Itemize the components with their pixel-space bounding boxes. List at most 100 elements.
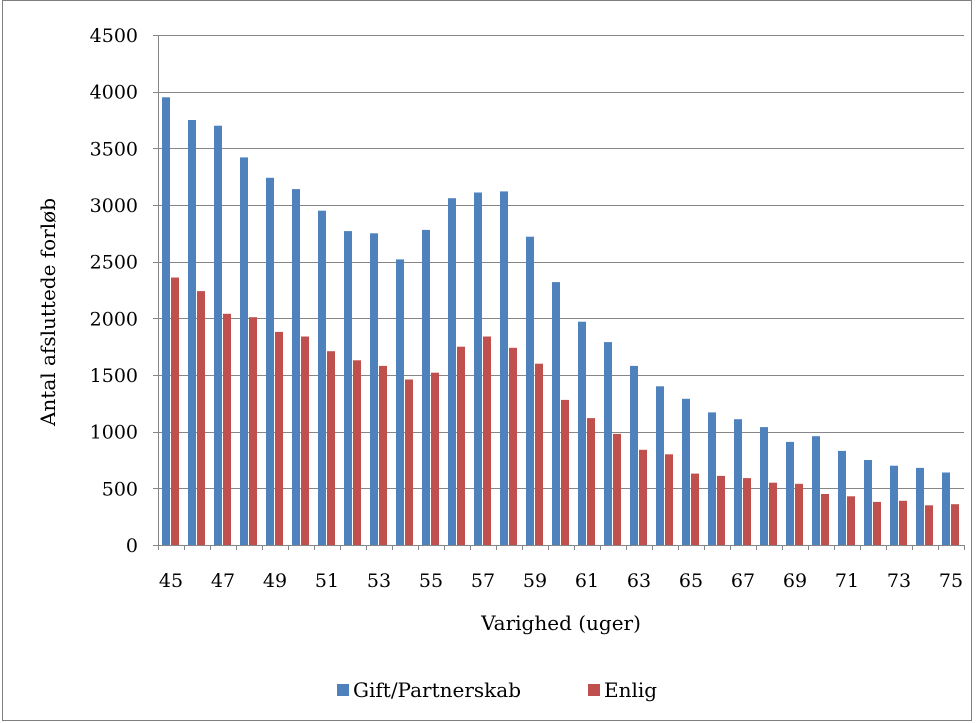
x-tick-label: 55 [419,570,443,592]
bar-enlig [743,478,751,545]
y-tick-label: 2000 [90,308,138,330]
legend-label-gift: Gift/Partnerskab [353,678,521,702]
y-axis-title: Antal afsluttede forløb [36,198,60,427]
bar-gift [266,177,274,546]
bar-gift [474,192,482,545]
axes [153,35,965,550]
legend-swatch-gift [337,684,349,696]
bar-gift [708,412,716,545]
y-tick-label: 1500 [90,365,138,387]
x-tick-label: 47 [211,570,235,592]
legend-swatch-enlig [588,684,600,696]
bar-enlig [197,291,205,545]
y-tick-label: 4000 [90,82,138,104]
bar-gift [422,229,430,545]
bar-gift [448,198,456,545]
bars [162,97,959,546]
y-tick-label: 3500 [90,138,138,160]
bar-gift [240,157,248,545]
bar-enlig [587,418,595,545]
x-axis-title: Varighed (uger) [480,611,641,635]
bar-gift [942,472,950,545]
y-tick-label: 4500 [90,25,138,47]
bar-gift [292,189,300,545]
bar-enlig [821,494,829,545]
bar-gift [552,282,560,545]
legend-label-enlig: Enlig [604,678,657,702]
x-tick-label: 69 [783,570,807,592]
bar-enlig [795,483,803,545]
bar-enlig [353,360,361,545]
bar-gift [916,467,924,545]
x-tick-label: 73 [887,570,911,592]
x-tick-label: 71 [835,570,859,592]
bar-gift [630,365,638,545]
bar-enlig [639,449,647,545]
bar-gift [656,386,664,545]
bar-enlig [691,473,699,545]
y-tick-label: 2500 [90,252,138,274]
legend: Gift/Partnerskab Enlig [337,678,657,702]
bar-enlig [171,277,179,545]
bar-gift [734,419,742,545]
bar-gift [578,321,586,545]
y-tick-label: 3000 [90,195,138,217]
bar-gift [214,125,222,545]
y-tick-label: 0 [126,535,138,557]
x-tick-label: 53 [367,570,391,592]
bar-gift [786,441,794,545]
y-tick-label: 1000 [90,422,138,444]
x-tick-label: 49 [263,570,287,592]
bar-enlig [379,365,387,545]
bar-enlig [665,454,673,545]
bar-gift [188,120,196,545]
bar-enlig [301,336,309,545]
bar-gift [812,436,820,545]
x-tick-label: 67 [731,570,755,592]
bar-enlig [223,313,231,545]
bar-enlig [275,331,283,545]
bar-enlig [457,346,465,545]
bar-enlig [405,379,413,545]
bar-gift [162,97,170,546]
bar-enlig [925,505,933,545]
y-tick-label: 500 [102,478,138,500]
bar-gift [760,427,768,545]
x-tick-label: 63 [627,570,651,592]
bar-enlig [769,482,777,545]
bar-gift [318,210,326,545]
bar-gift [526,236,534,545]
bar-gift [344,231,352,545]
bar-enlig [327,351,335,545]
x-tick-label: 75 [939,570,963,592]
bar-enlig [847,496,855,545]
x-tick-label: 61 [575,570,599,592]
x-tick-label: 65 [679,570,703,592]
bar-gift [682,398,690,545]
bar-enlig [431,372,439,545]
bar-enlig [249,317,257,545]
x-tick-label: 59 [523,570,547,592]
y-tick-labels: 0 500 1000 1500 2000 2500 3000 3500 4000 4500 [90,25,138,557]
bar-enlig [899,500,907,545]
bar-gift [838,450,846,545]
bar-enlig [613,433,621,545]
bar-gift [890,465,898,545]
x-tick-label: 45 [159,570,183,592]
bar-gift [604,342,612,545]
bar-enlig [509,347,517,545]
bar-gift [396,259,404,545]
bar-enlig [561,399,569,545]
bar-enlig [951,504,959,545]
bar-enlig [873,501,881,545]
bar-gift [864,460,872,545]
bar-gift [370,233,378,546]
x-tick-label: 57 [471,570,495,592]
x-tick-labels: 45 47 49 51 53 55 57 59 61 63 65 67 69 71 73 75 [159,570,963,592]
x-tick-label: 51 [315,570,339,592]
bar-enlig [483,336,491,545]
bar-gift [500,191,508,545]
bar-enlig [535,363,543,545]
bar-enlig [717,475,725,545]
